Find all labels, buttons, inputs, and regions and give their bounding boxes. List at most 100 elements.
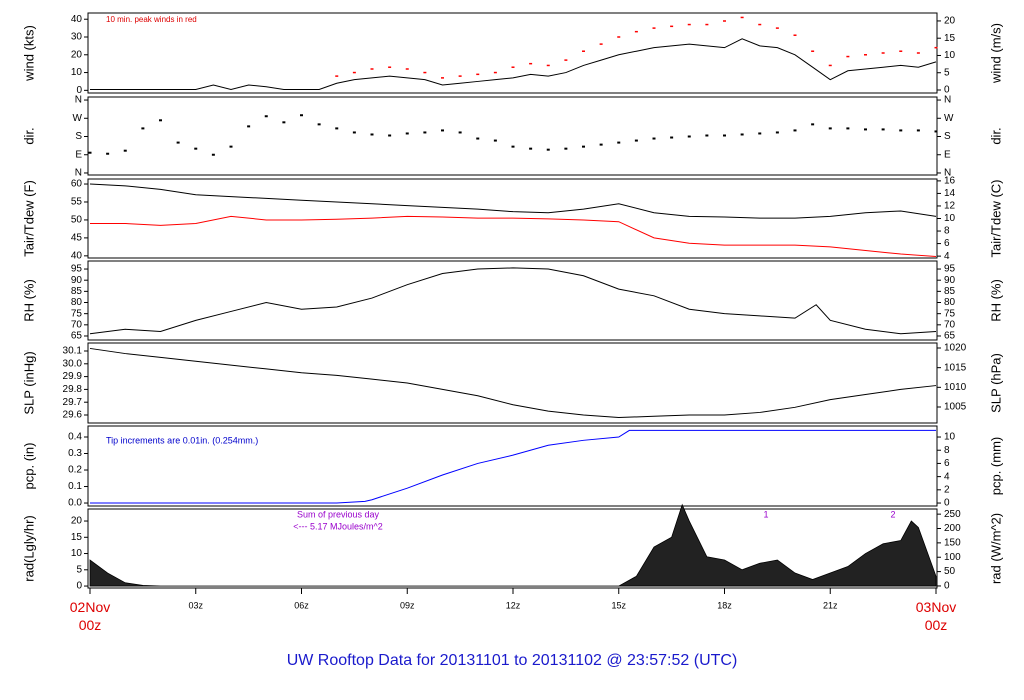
y2-tick-label: 8: [944, 226, 950, 237]
data-point: [441, 77, 444, 79]
data-point: [335, 127, 339, 130]
data-point: [634, 30, 638, 33]
data-point: [899, 50, 903, 52]
y2-tick-label: 1015: [944, 362, 967, 373]
data-point: [634, 139, 638, 142]
data-point: [705, 23, 709, 26]
data-point: [828, 64, 832, 67]
y2-tick-label: 10: [944, 50, 956, 61]
y2-tick-label: 95: [944, 264, 956, 275]
x-tick-label: 03Nov 00z: [916, 599, 956, 633]
data-point: [317, 123, 321, 126]
x-tick-label: 12z: [506, 600, 521, 610]
data-point: [846, 127, 850, 130]
y-tick-label: 15: [71, 532, 83, 543]
data-point: [934, 130, 938, 133]
data-point: [247, 125, 251, 128]
series-line: [90, 215, 937, 258]
data-point: [846, 55, 850, 58]
data-point: [141, 127, 145, 130]
series-line: [89, 347, 937, 419]
y-tick-label: 0.3: [68, 448, 82, 459]
data-point: [864, 128, 867, 131]
y-tick-label: 60: [71, 179, 83, 190]
data-point: [652, 137, 656, 140]
annotation: Tip increments are 0.01in. (0.254mm.): [106, 435, 258, 445]
y-tick-label: 40: [71, 250, 83, 261]
data-point: [564, 59, 568, 61]
y-tick-label: 0.1: [68, 481, 82, 492]
y-tick-label: 29.9: [63, 371, 83, 382]
data-point: [194, 147, 198, 150]
y-tick-label: 10: [71, 67, 83, 78]
data-point: [370, 133, 374, 136]
data-point: [405, 68, 409, 70]
y2-tick-label: 12: [944, 201, 956, 212]
y-tick-label: 95: [71, 264, 83, 275]
y-axis-label: dir.: [21, 127, 36, 144]
data-point: [705, 134, 709, 137]
data-point: [916, 52, 920, 54]
panel-frame: [87, 342, 938, 424]
x-tick-label: 06z: [294, 600, 309, 610]
series-line: [89, 183, 937, 219]
y2-axis-label: rad (W/m^2): [988, 513, 1003, 584]
y-tick-label: 0.0: [68, 498, 82, 509]
data-point: [934, 46, 938, 49]
data-point: [864, 54, 867, 56]
data-point: [370, 68, 374, 70]
data-point: [423, 131, 427, 134]
y2-tick-label: 20: [944, 16, 956, 27]
data-point: [617, 36, 621, 38]
x-tick-label: 18z: [717, 600, 732, 610]
data-point: [229, 145, 233, 148]
panel-frame: [87, 12, 938, 94]
y2-tick-label: 90: [944, 275, 956, 286]
data-point: [458, 131, 462, 134]
y-axis-label: pcp. (in): [21, 443, 36, 490]
y-tick-label: 29.6: [63, 410, 83, 421]
y2-tick-label: 80: [944, 297, 956, 308]
data-point: [282, 121, 286, 124]
y-tick-label: 65: [71, 331, 83, 342]
y-tick-label: 20: [71, 49, 83, 60]
y-tick-label: 30.0: [63, 358, 83, 369]
data-point: [388, 134, 392, 137]
y-axis-label: wind (kts): [21, 25, 36, 82]
data-point: [493, 71, 497, 74]
y2-tick-label: 1010: [944, 382, 967, 393]
data-point: [106, 152, 110, 155]
data-point: [300, 114, 303, 117]
plot-area: [89, 267, 937, 335]
data-point: [881, 52, 885, 54]
y2-tick-label: 65: [944, 331, 956, 342]
x-tick-label: 02Nov 00z: [70, 599, 110, 633]
y2-tick-label: 1020: [944, 343, 967, 354]
plot-area: [90, 429, 936, 504]
y-tick-label: 30: [71, 32, 83, 43]
data-point: [723, 134, 726, 137]
y-tick-label: 0.2: [68, 465, 82, 476]
data-point: [775, 27, 779, 29]
data-point: [159, 119, 162, 122]
data-point: [723, 20, 726, 22]
y2-tick-label: E: [944, 149, 951, 160]
y2-axis-label: pcp. (mm): [988, 437, 1003, 496]
data-point: [740, 16, 744, 19]
y2-axis-label: RH (%): [988, 279, 1003, 322]
data-point: [88, 151, 92, 154]
data-point: [687, 135, 691, 138]
data-point: [811, 50, 815, 52]
annotation: 10 min. peak winds in red: [106, 15, 197, 24]
series-area: [89, 503, 937, 587]
data-point: [352, 71, 356, 74]
y-axis-label: Tair/Tdew (F): [21, 180, 36, 257]
panel-frame: [87, 260, 938, 341]
data-point: [916, 129, 920, 132]
y2-tick-label: N: [944, 95, 951, 106]
data-point: [617, 141, 621, 144]
y2-tick-label: 0: [944, 85, 950, 96]
y2-tick-label: N: [944, 168, 951, 179]
y2-tick-label: 10: [944, 432, 956, 443]
data-point: [670, 136, 674, 139]
